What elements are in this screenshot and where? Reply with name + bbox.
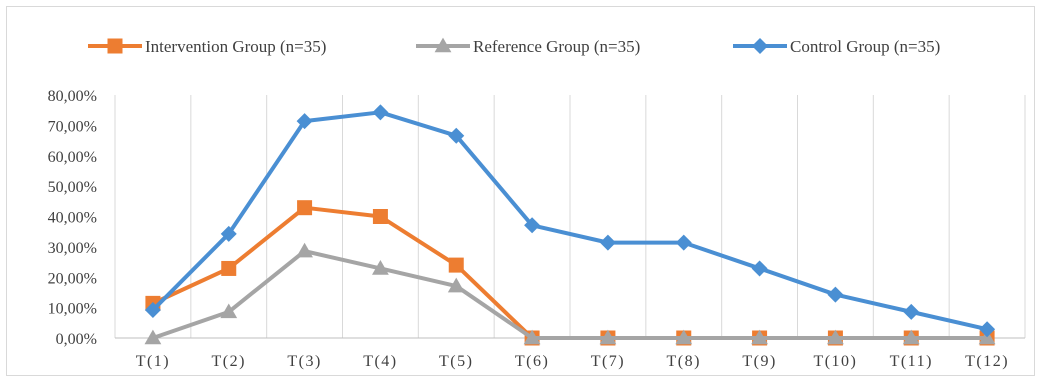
grid-lines — [114, 95, 1026, 339]
y-tick-label: 0,00% — [56, 331, 97, 348]
y-tick-label: 20,00% — [48, 270, 97, 287]
data-point-triangle — [144, 329, 162, 345]
data-point-diamond — [524, 217, 541, 234]
x-tick-label: T(10) — [813, 353, 857, 370]
y-axis-ticks: 0,00% 10,00% 20,00% 30,00% 40,00% 50,00% 60,00… — [48, 88, 97, 348]
data-point-diamond — [827, 286, 844, 303]
data-point-triangle — [296, 242, 313, 258]
x-tick-label: T(2) — [212, 353, 246, 370]
legend-item: Intervention Group (n=35) — [88, 37, 326, 56]
chart-frame — [6, 6, 1035, 376]
x-axis-ticks: T(1) T(2) T(3) T(4) T(5) T(6) T(7) T(8) T(9) T(10… — [136, 353, 1009, 370]
x-tick-label: T(3) — [287, 353, 321, 370]
data-point-diamond — [372, 104, 389, 121]
data-point-diamond — [599, 234, 616, 251]
data-point-triangle — [599, 329, 617, 345]
data-point-triangle — [827, 329, 844, 345]
data-point-diamond — [903, 303, 920, 320]
data-point-triangle — [751, 329, 768, 345]
data-point-square — [448, 257, 464, 273]
x-tick-label: T(12) — [965, 353, 1009, 370]
data-point-diamond — [220, 225, 237, 242]
series-diamond — [144, 104, 996, 338]
data-point-diamond — [448, 127, 465, 144]
series-line — [150, 249, 990, 340]
data-point-triangle — [434, 37, 452, 53]
data-point-diamond — [751, 260, 768, 277]
legend-item: Control Group (n=35) — [733, 37, 940, 56]
series-line — [150, 110, 990, 332]
x-tick-label: T(8) — [667, 353, 701, 370]
data-point-diamond — [979, 321, 996, 338]
x-tick-label: T(7) — [591, 353, 625, 370]
data-point-diamond — [296, 113, 313, 130]
data-point-diamond — [752, 38, 768, 54]
data-point-triangle — [372, 260, 389, 275]
data-point-square — [372, 209, 388, 224]
y-tick-label: 60,00% — [48, 149, 97, 166]
y-tick-label: 70,00% — [48, 118, 97, 135]
data-point-triangle — [675, 329, 693, 345]
y-tick-label: 50,00% — [48, 179, 97, 196]
data-point-square — [297, 200, 313, 216]
data-point-square — [221, 260, 237, 276]
data-point-triangle — [902, 329, 920, 345]
x-tick-label: T(1) — [136, 353, 170, 370]
series-triangle — [144, 242, 996, 345]
data-point-triangle — [220, 303, 238, 319]
data-point-triangle — [523, 329, 541, 345]
x-tick-label: T(6) — [515, 353, 549, 370]
y-tick-label: 80,00% — [48, 88, 97, 105]
legend-label: Reference Group (n=35) — [473, 37, 640, 56]
y-tick-label: 30,00% — [48, 240, 97, 257]
x-tick-label: T(11) — [890, 353, 933, 370]
legend: Intervention Group (n=35) Reference Group… — [88, 37, 940, 56]
y-tick-label: 40,00% — [48, 210, 97, 227]
data-point-triangle — [447, 277, 465, 293]
x-tick-label: T(5) — [439, 353, 473, 370]
x-tick-label: T(9) — [742, 353, 776, 370]
series-layer — [144, 104, 996, 346]
legend-label: Intervention Group (n=35) — [145, 37, 326, 56]
legend-item: Reference Group (n=35) — [416, 37, 640, 56]
data-point-diamond — [675, 234, 692, 251]
legend-label: Control Group (n=35) — [790, 37, 940, 56]
x-tick-label: T(4) — [363, 353, 397, 370]
data-point-square — [107, 38, 123, 54]
data-point-diamond — [144, 302, 161, 319]
y-tick-label: 10,00% — [48, 301, 97, 318]
